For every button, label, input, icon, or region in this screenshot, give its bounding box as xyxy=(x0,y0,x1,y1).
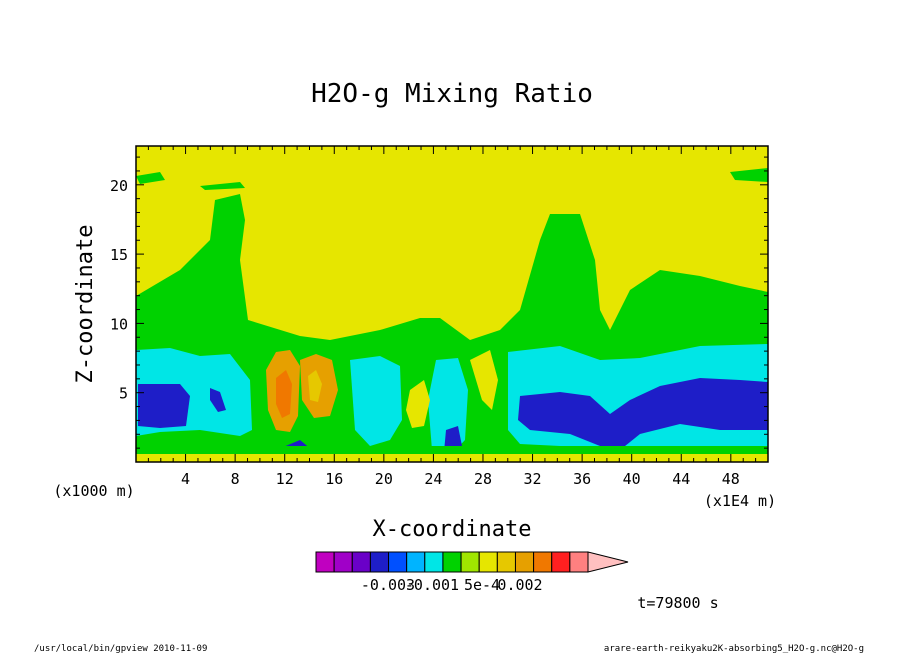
x-axis-label: X-coordinate xyxy=(373,517,532,542)
contour-green-top2 xyxy=(200,182,245,190)
colorbar-segment xyxy=(533,551,553,573)
colorbar-segment xyxy=(333,551,353,573)
contour-blue-left xyxy=(138,384,190,428)
contour-blue-small xyxy=(210,388,226,412)
time-label: t=79800 s xyxy=(637,594,718,612)
y-axis-label: Z-coordinate xyxy=(73,225,98,384)
colorbar-segment xyxy=(406,551,426,573)
colorbar xyxy=(315,551,629,573)
plot-frame xyxy=(135,145,769,463)
contour-green-top xyxy=(136,172,165,184)
y-tick-label: 5 xyxy=(119,385,128,403)
x-tick-label: 28 xyxy=(474,470,492,488)
colorbar-segment xyxy=(496,551,516,573)
contour-darkorange-1 xyxy=(276,370,292,418)
colorbar-segment xyxy=(551,551,571,573)
colorbar-arrow xyxy=(587,551,629,573)
colorbar-segment xyxy=(315,551,335,573)
colorbar-segment xyxy=(369,551,390,573)
colorbar-segment xyxy=(514,551,535,573)
y-tick-label: 15 xyxy=(110,246,128,264)
colorbar-segment xyxy=(351,551,371,573)
x-tick-label: 44 xyxy=(672,470,690,488)
chart-title: H2O-g Mixing Ratio xyxy=(311,79,593,109)
contour-green-top3 xyxy=(730,168,768,182)
y-tick-label: 20 xyxy=(110,177,128,195)
colorbar-label: 5e-4 xyxy=(464,576,500,594)
x-tick-label: 20 xyxy=(375,470,393,488)
contour-field xyxy=(136,146,768,462)
colorbar-segment xyxy=(569,551,589,573)
colorbar-segment xyxy=(388,551,408,573)
colorbar-labels: -0.003-0.001 5e-40.002 xyxy=(361,576,543,594)
x-tick-label: 40 xyxy=(623,470,641,488)
contour-blue-right xyxy=(518,378,768,450)
x-tick-label: 24 xyxy=(424,470,442,488)
contour-yellow-island xyxy=(406,380,430,428)
colorbar-segment xyxy=(424,551,444,573)
colorbar-segment xyxy=(460,551,480,573)
contour-darkorange-2 xyxy=(308,370,322,402)
colorbar-segment xyxy=(478,551,498,573)
x-tick-label: 16 xyxy=(325,470,343,488)
x-tick-label: 32 xyxy=(524,470,542,488)
y-tick-label: 10 xyxy=(110,315,128,333)
x-tick-label: 4 xyxy=(181,470,190,488)
colorbar-label: -0.003 xyxy=(361,576,415,594)
y-axis: 5 10 15 20 xyxy=(110,156,768,449)
x-tick-label: 8 xyxy=(231,470,240,488)
footer-right: arare-earth-reikyaku2K-absorbing5_H2O-g.… xyxy=(604,644,864,654)
colorbar-label: -0.001 xyxy=(405,576,459,594)
footer-left: /usr/local/bin/gpview 2010-11-09 xyxy=(34,644,207,654)
colorbar-label: 0.002 xyxy=(497,576,542,594)
x-tick-label: 36 xyxy=(573,470,591,488)
contour-yellow-pocket xyxy=(470,350,498,410)
x-unit-label: (x1E4 m) xyxy=(704,492,776,510)
x-axis: 4 8 12 16 20 24 28 32 36 40 44 48 xyxy=(147,146,757,488)
y-unit-label: (x1000 m) xyxy=(53,482,134,500)
x-tick-label: 12 xyxy=(276,470,294,488)
contour-cyan-mid xyxy=(350,356,402,446)
x-tick-label: 48 xyxy=(722,470,740,488)
colorbar-segment xyxy=(442,551,462,573)
